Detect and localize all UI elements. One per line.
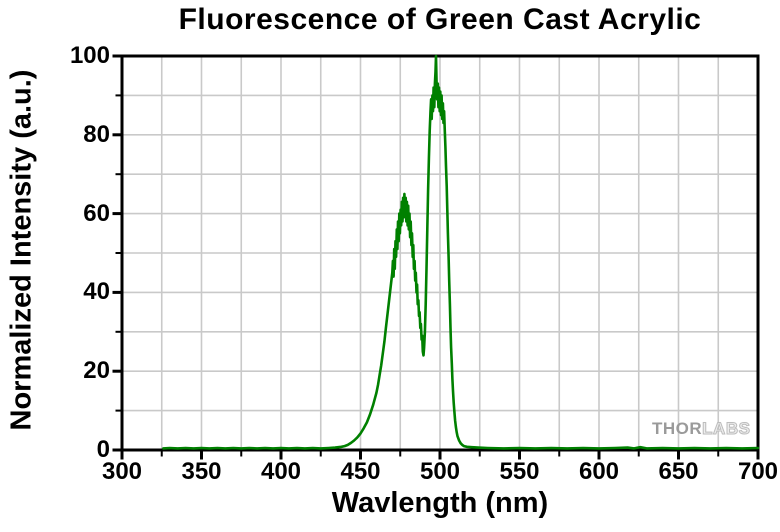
y-tick-label: 80	[83, 120, 110, 148]
y-tick-label: 40	[83, 278, 110, 306]
y-tick-label: 60	[83, 199, 110, 227]
y-tick-label: 100	[69, 42, 110, 69]
y-tick-label: 0	[96, 436, 110, 463]
watermark-labs-text: LABS	[702, 419, 751, 439]
x-tick-label: 450	[340, 458, 381, 485]
thorlabs-watermark: THORLABS	[652, 419, 750, 439]
x-tick-label: 600	[578, 458, 620, 485]
watermark-thor-text: THOR	[652, 419, 703, 438]
x-tick-label: 350	[181, 458, 222, 485]
chart-title: Fluorescence of Green Cast Acrylic	[178, 3, 702, 36]
x-tick-label: 400	[260, 458, 302, 485]
x-tick-label: 700	[737, 458, 779, 485]
x-tick-label: 300	[101, 458, 143, 485]
x-axis-label: Wavlength (nm)	[331, 487, 549, 519]
x-tick-label: 550	[499, 458, 540, 485]
plot-frame	[120, 54, 760, 452]
x-tick-label: 500	[419, 458, 461, 485]
x-tick-label: 650	[658, 458, 699, 485]
y-tick-label: 20	[83, 357, 110, 385]
fluorescence-spectrum-curve	[162, 54, 760, 450]
